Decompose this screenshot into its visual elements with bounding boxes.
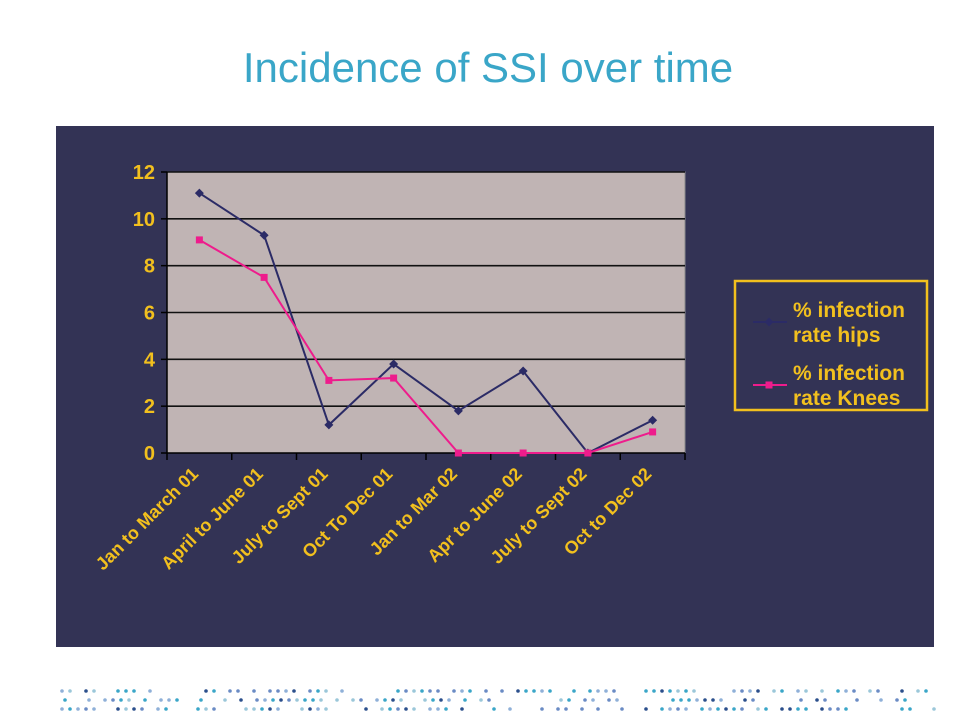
y-tick-label: 10 <box>133 209 155 231</box>
data-point-knees <box>584 449 592 457</box>
data-point-hips <box>648 415 658 425</box>
data-point-knees <box>390 374 398 382</box>
legend-box <box>733 279 929 412</box>
legend-label-knees: % infection rate Knees <box>793 362 905 410</box>
data-point-hips <box>453 406 463 416</box>
y-tick-label: 0 <box>144 443 155 465</box>
data-point-knees <box>260 273 268 281</box>
data-point-hips <box>389 359 399 369</box>
data-point-knees <box>519 449 527 457</box>
data-point-knees <box>454 449 462 457</box>
slide-title: Incidence of SSI over time <box>242 44 734 91</box>
y-tick-label: 2 <box>144 396 155 418</box>
legend-marker-knees <box>765 381 773 389</box>
data-point-hips <box>518 366 528 376</box>
data-point-hips <box>259 230 269 240</box>
series-line-knees <box>198 239 653 454</box>
data-point-hips <box>194 188 204 198</box>
y-tick-label: 4 <box>144 349 156 371</box>
series-line-hips <box>198 192 654 455</box>
data-point-knees <box>195 236 203 244</box>
data-point-knees <box>649 428 657 436</box>
y-tick-label: 6 <box>144 303 155 325</box>
chart-panel: 0 2 4 6 8 10 12 Jan to March 01 April to June 01… <box>56 126 934 647</box>
y-tick-label: 8 <box>144 256 155 278</box>
dot-pattern-decoration <box>60 689 936 711</box>
data-point-knees <box>325 376 333 384</box>
legend-marker-hips <box>764 317 774 327</box>
y-tick-label: 12 <box>133 162 155 184</box>
legend-label-hips: % infection rate hips <box>793 299 905 347</box>
data-point-hips <box>324 420 334 430</box>
